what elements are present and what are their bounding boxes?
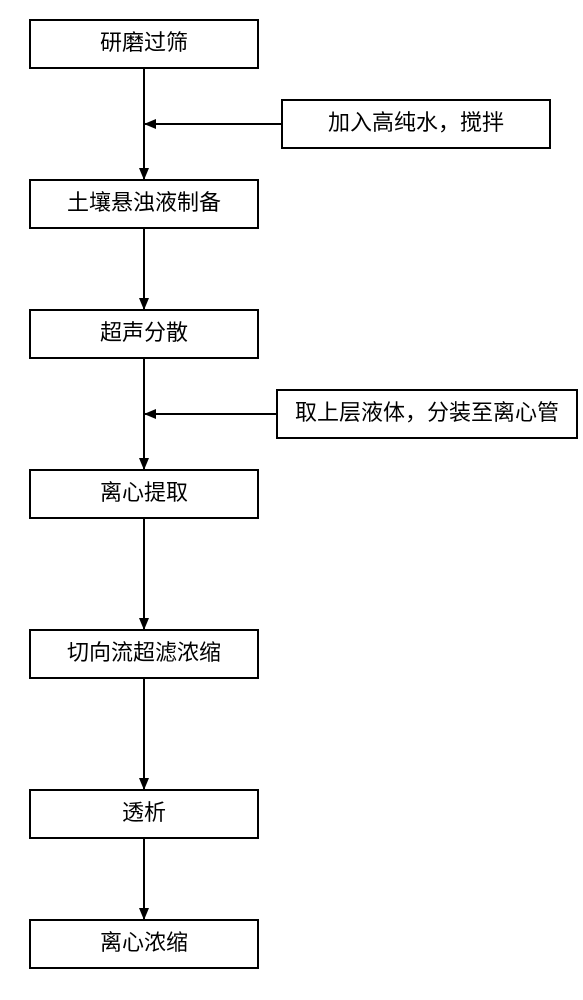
flow-node-n3: 超声分散 xyxy=(30,310,258,358)
flow-node-label: 加入高纯水，搅拌 xyxy=(328,110,504,135)
flow-node-s1: 加入高纯水，搅拌 xyxy=(282,100,550,148)
flow-node-label: 离心提取 xyxy=(100,480,188,505)
flowchart-canvas: 研磨过筛加入高纯水，搅拌土壤悬浊液制备超声分散取上层液体，分装至离心管离心提取切… xyxy=(0,0,583,1000)
flow-node-label: 透析 xyxy=(122,800,166,825)
flow-node-n2: 土壤悬浊液制备 xyxy=(30,180,258,228)
flow-node-label: 土壤悬浊液制备 xyxy=(67,190,221,215)
flow-node-n4: 离心提取 xyxy=(30,470,258,518)
flow-node-n1: 研磨过筛 xyxy=(30,20,258,68)
flow-node-n5: 切向流超滤浓缩 xyxy=(30,630,258,678)
flow-node-n7: 离心浓缩 xyxy=(30,920,258,968)
flow-node-label: 离心浓缩 xyxy=(100,930,188,955)
flow-node-label: 超声分散 xyxy=(100,320,188,345)
flow-node-n6: 透析 xyxy=(30,790,258,838)
flow-node-label: 取上层液体，分装至离心管 xyxy=(295,400,559,425)
flow-node-label: 研磨过筛 xyxy=(100,30,188,55)
flow-node-s2: 取上层液体，分装至离心管 xyxy=(277,390,577,438)
flow-node-label: 切向流超滤浓缩 xyxy=(67,640,221,665)
